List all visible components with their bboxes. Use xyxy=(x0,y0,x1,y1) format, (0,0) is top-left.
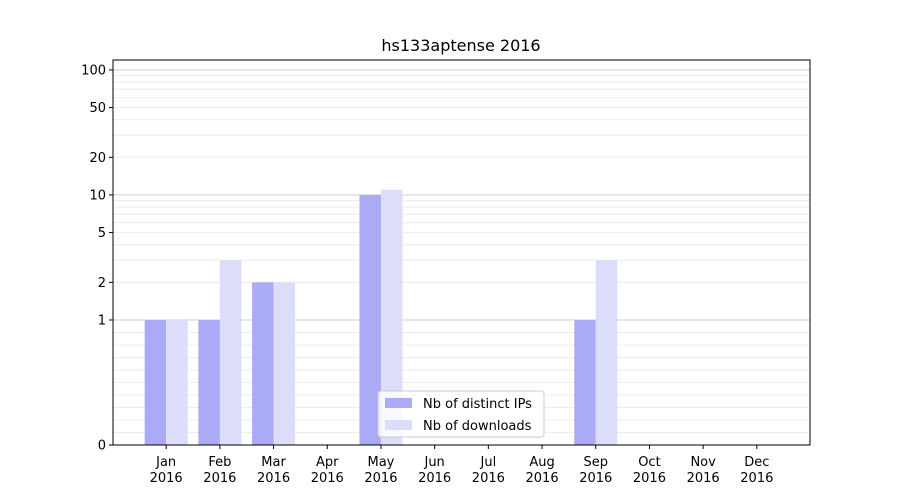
y-tick-label: 0 xyxy=(98,439,106,454)
bars xyxy=(144,189,618,445)
legend-label-downloads: Nb of downloads xyxy=(423,419,532,434)
x-tick-label-year: 2016 xyxy=(418,471,451,486)
x-tick-label-year: 2016 xyxy=(203,471,236,486)
x-tick-label-year: 2016 xyxy=(579,471,612,486)
y-tick-label: 2 xyxy=(98,276,106,291)
bar-distinct-ips xyxy=(252,282,274,445)
x-tick-label-year: 2016 xyxy=(472,471,505,486)
x-tick-label-year: 2016 xyxy=(257,471,290,486)
x-tick-label-year: 2016 xyxy=(740,471,773,486)
x-tick-label-month: Sep xyxy=(583,455,608,470)
x-tick-label-year: 2016 xyxy=(364,471,397,486)
x-tick-label-year: 2016 xyxy=(687,471,720,486)
x-tick-label-month: Jan xyxy=(155,455,176,470)
y-tick-label: 10 xyxy=(89,188,106,203)
legend-box xyxy=(377,390,545,438)
bar-downloads xyxy=(219,260,242,445)
bar-distinct-ips xyxy=(198,319,220,445)
legend-label-distinct-ips: Nb of distinct IPs xyxy=(423,397,532,412)
x-tick-label-month: Nov xyxy=(690,455,716,470)
y-tick-label: 50 xyxy=(89,101,106,116)
x-tick-label-year: 2016 xyxy=(633,471,666,486)
legend: Nb of distinct IPs Nb of downloads xyxy=(377,390,545,438)
chart-title: hs133aptense 2016 xyxy=(381,36,540,55)
x-tick-label-month: Feb xyxy=(208,455,231,470)
bar-downloads xyxy=(166,319,188,445)
x-tick-label-year: 2016 xyxy=(150,471,183,486)
bar-distinct-ips xyxy=(574,319,596,445)
bar-downloads xyxy=(273,282,296,445)
bar-distinct-ips xyxy=(144,319,167,445)
x-axis: Jan2016Feb2016Mar2016Apr2016May2016Jun20… xyxy=(150,445,773,486)
y-axis: 0 1 2 5 10 20 50 100 xyxy=(81,63,113,454)
bar-downloads xyxy=(380,189,403,445)
y-tick-label: 100 xyxy=(81,63,106,78)
y-tick-label: 5 xyxy=(98,226,106,241)
y-tick-label: 1 xyxy=(98,313,106,328)
x-tick-label-month: Apr xyxy=(316,455,339,470)
x-tick-label-month: Oct xyxy=(638,455,660,470)
x-tick-label-month: Jul xyxy=(480,455,497,470)
x-tick-label-month: Jun xyxy=(423,455,444,470)
x-tick-label-month: May xyxy=(368,455,395,470)
legend-swatch-distinct-ips xyxy=(385,398,412,408)
bar-distinct-ips xyxy=(359,194,381,445)
x-tick-label-year: 2016 xyxy=(526,471,559,486)
legend-swatch-downloads xyxy=(385,420,412,430)
y-tick-label: 20 xyxy=(89,151,106,166)
x-tick-label-year: 2016 xyxy=(311,471,344,486)
x-tick-label-month: Aug xyxy=(529,455,554,470)
x-tick-label-month: Dec xyxy=(744,455,769,470)
plot-area-frame xyxy=(112,59,811,446)
bar-downloads xyxy=(595,260,618,445)
x-tick-label-month: Mar xyxy=(261,455,286,470)
